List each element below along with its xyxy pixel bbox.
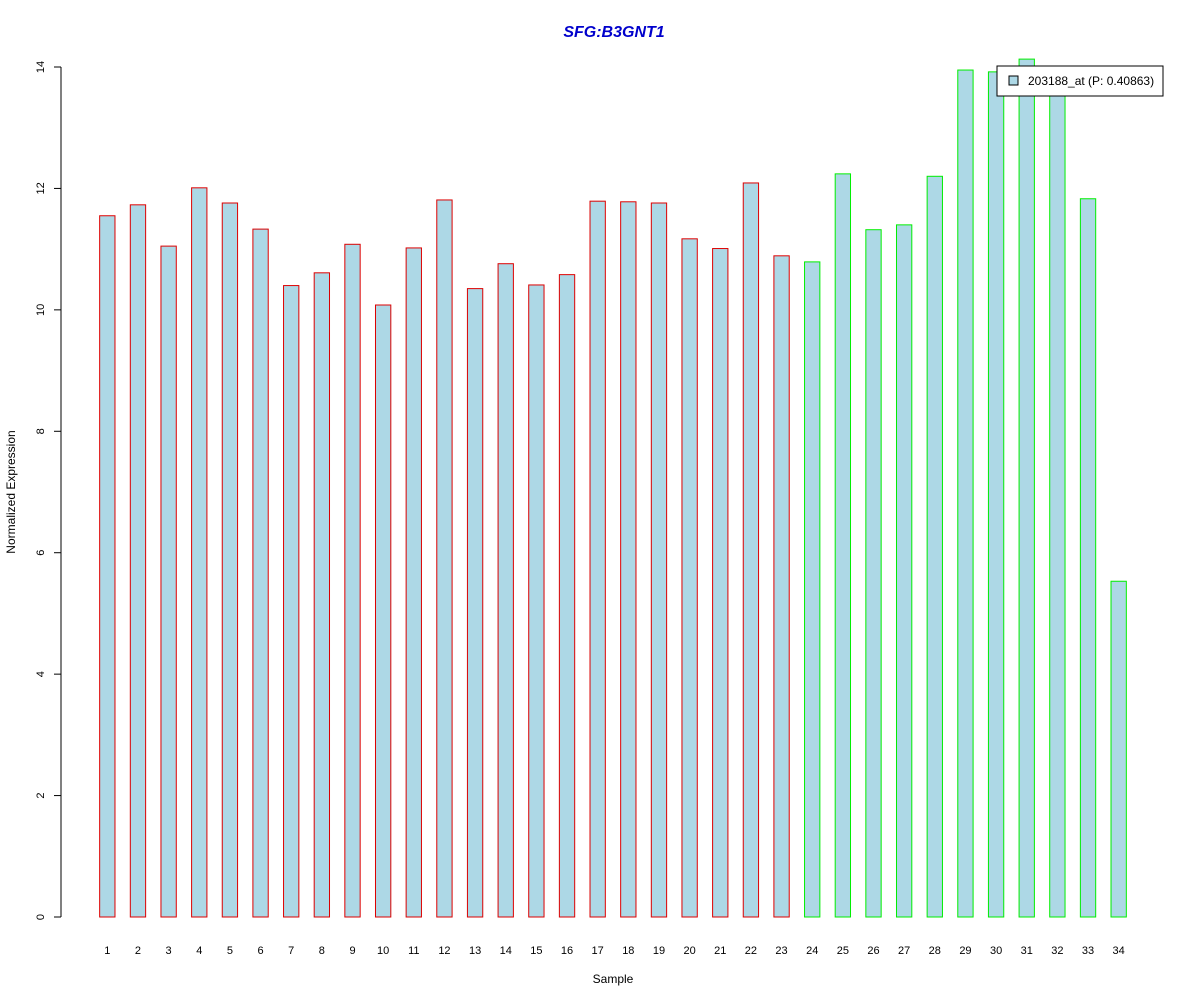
x-tick-label: 22	[745, 945, 757, 957]
bar	[221, 202, 239, 918]
x-tick-label: 31	[1021, 945, 1033, 957]
x-tick-label: 3	[166, 945, 172, 957]
bar	[1018, 58, 1035, 918]
x-tick-label: 19	[653, 945, 665, 957]
x-tick-label: 9	[349, 945, 355, 957]
bar	[865, 229, 882, 918]
bar	[712, 248, 729, 918]
x-tick-label: 11	[408, 945, 419, 957]
legend-box	[996, 65, 1164, 97]
x-tick-label: 16	[561, 945, 573, 957]
y-tick-label: 12	[35, 182, 47, 194]
y-axis-label: Normalized Expression	[4, 430, 18, 553]
x-tick-label: 2	[135, 945, 141, 957]
x-tick-label: 29	[959, 945, 971, 957]
x-tick-label: 25	[837, 945, 849, 957]
y-tick-label: 2	[35, 793, 47, 799]
x-tick-label: 12	[438, 945, 450, 957]
bar	[466, 288, 484, 918]
bars	[99, 58, 1127, 918]
x-tick-label: 34	[1113, 945, 1125, 957]
x-tick-label: 15	[530, 945, 542, 957]
bar	[895, 224, 913, 918]
x-tick-label: 7	[288, 945, 294, 957]
bar	[773, 255, 790, 918]
y-tick-label: 6	[35, 550, 47, 556]
bar	[405, 247, 422, 918]
bar	[926, 175, 943, 918]
bar	[313, 272, 331, 918]
x-axis-label: Sample	[593, 972, 634, 986]
legend: 203188_at (P: 0.40863)	[996, 65, 1164, 97]
y-tick-label: 8	[35, 428, 47, 434]
x-tick-label: 26	[867, 945, 879, 957]
bar	[1049, 84, 1066, 918]
x-tick-label: 14	[500, 945, 512, 957]
x-tick-label: 27	[898, 945, 910, 957]
bar	[620, 201, 637, 918]
bar	[681, 238, 698, 918]
x-tick-label: 24	[806, 945, 818, 957]
y-tick-label: 10	[35, 304, 47, 316]
y-tick-label: 4	[35, 671, 47, 677]
legend-label: 203188_at (P: 0.40863)	[1028, 74, 1154, 88]
bar	[497, 263, 514, 918]
bar	[558, 274, 576, 918]
bar	[1079, 198, 1097, 918]
bar	[650, 202, 668, 918]
x-tick-label: 5	[227, 945, 233, 957]
y-axis: 0 2 4 6 8 10 12 14	[35, 61, 62, 920]
bar	[834, 173, 852, 918]
chart-title: SFG:B3GNT1	[563, 24, 664, 41]
bar	[344, 243, 361, 918]
y-tick-label: 0	[35, 914, 47, 920]
bar	[160, 245, 177, 918]
x-tick-label: 28	[929, 945, 941, 957]
x-tick-label: 32	[1051, 945, 1063, 957]
bar	[252, 228, 269, 918]
bar	[957, 69, 974, 918]
x-tick-label: 4	[196, 945, 202, 957]
x-tick-label: 6	[257, 945, 263, 957]
x-tick-labels: 1 2 3 4 5 6 7 8 9 10 11 12 13 14 15 16 17 18 19 20 21 22 23 24 2…	[104, 945, 1125, 957]
x-tick-label: 30	[990, 945, 1002, 957]
x-tick-label: 18	[622, 945, 634, 957]
bar	[589, 200, 606, 918]
bar	[191, 187, 208, 918]
x-tick-label: 23	[775, 945, 787, 957]
x-tick-label: 1	[104, 945, 110, 957]
bar	[987, 71, 1005, 918]
x-tick-label: 8	[319, 945, 325, 957]
bar	[99, 215, 116, 918]
bar	[528, 284, 545, 918]
legend-swatch	[1008, 75, 1019, 86]
y-tick-label: 14	[35, 61, 47, 73]
bar	[436, 199, 453, 918]
bar	[804, 261, 821, 918]
x-tick-label: 13	[469, 945, 481, 957]
x-tick-label: 17	[592, 945, 604, 957]
x-tick-label: 21	[714, 945, 726, 957]
bar	[283, 285, 300, 918]
bar	[742, 182, 760, 918]
bar	[129, 204, 147, 918]
x-tick-label: 33	[1082, 945, 1094, 957]
x-tick-label: 10	[377, 945, 389, 957]
x-tick-label: 20	[683, 945, 695, 957]
bar	[1110, 580, 1127, 918]
bar	[374, 304, 392, 918]
